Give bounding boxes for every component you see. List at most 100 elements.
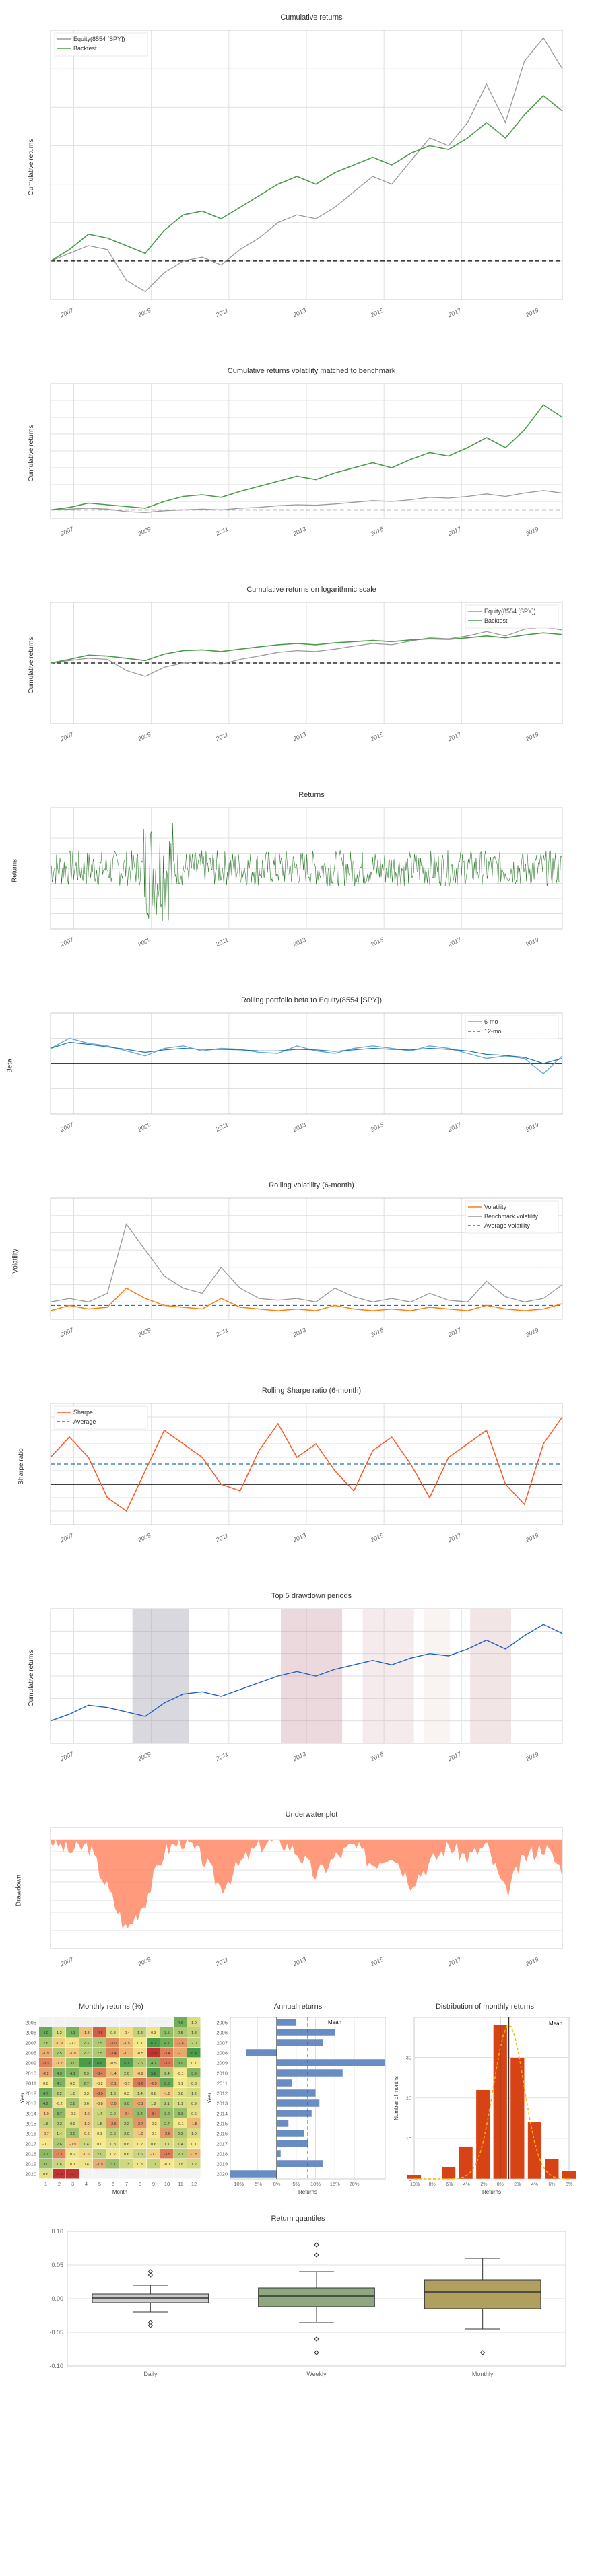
svg-text:2.0: 2.0 xyxy=(191,2042,197,2046)
svg-text:3.3: 3.3 xyxy=(178,2112,183,2116)
svg-text:2007: 2007 xyxy=(59,306,75,318)
svg-text:Equity(8554 [SPY]): Equity(8554 [SPY]) xyxy=(73,36,125,42)
svg-text:6.8: 6.8 xyxy=(97,2062,102,2066)
svg-text:1.8: 1.8 xyxy=(191,2031,197,2035)
svg-text:2007: 2007 xyxy=(59,525,75,537)
svg-text:3.1: 3.1 xyxy=(110,2163,116,2167)
svg-text:4.3: 4.3 xyxy=(70,2031,75,2035)
svg-text:2014: 2014 xyxy=(216,2111,228,2117)
svg-text:2.6: 2.6 xyxy=(137,2062,143,2066)
svg-text:0.0: 0.0 xyxy=(43,2082,48,2086)
svg-text:-10%: -10% xyxy=(409,2182,420,2187)
svg-text:-3.4: -3.4 xyxy=(164,2052,170,2056)
svg-text:2017: 2017 xyxy=(216,2141,228,2147)
svg-text:2019: 2019 xyxy=(216,2161,228,2167)
svg-text:4.2: 4.2 xyxy=(43,2102,48,2106)
svg-text:4.7: 4.7 xyxy=(164,2042,170,2046)
svg-text:-3.3: -3.3 xyxy=(42,2062,48,2066)
svg-text:3: 3 xyxy=(71,2181,74,2187)
svg-text:-0.2: -0.2 xyxy=(69,2042,75,2046)
svg-text:11: 11 xyxy=(178,2181,183,2187)
svg-text:-7.0: -7.0 xyxy=(150,2052,156,2056)
svg-text:2.1: 2.1 xyxy=(178,2153,183,2157)
svg-text:-6.4: -6.4 xyxy=(56,2173,62,2177)
svg-text:-2.6: -2.6 xyxy=(177,2042,183,2046)
svg-text:2015: 2015 xyxy=(369,1121,385,1133)
svg-text:2013: 2013 xyxy=(292,731,307,743)
svg-text:2019: 2019 xyxy=(524,731,539,743)
svg-text:-1.4: -1.4 xyxy=(110,2072,116,2076)
svg-text:2017: 2017 xyxy=(446,1750,463,1762)
svg-text:1.4: 1.4 xyxy=(57,2132,62,2136)
svg-text:2014: 2014 xyxy=(25,2111,36,2117)
svg-text:2019: 2019 xyxy=(524,1121,539,1134)
svg-text:10%: 10% xyxy=(310,2181,320,2187)
svg-text:Volatility: Volatility xyxy=(484,1204,507,1210)
svg-text:5%: 5% xyxy=(292,2181,300,2187)
svg-text:-0.6: -0.6 xyxy=(83,2132,89,2136)
svg-text:-0.1: -0.1 xyxy=(42,2143,48,2147)
svg-text:-3.0: -3.0 xyxy=(110,2042,116,2046)
svg-text:2017: 2017 xyxy=(446,730,463,742)
svg-text:2%: 2% xyxy=(514,2182,521,2187)
svg-text:0.6: 0.6 xyxy=(151,2143,156,2147)
svg-text:2011: 2011 xyxy=(216,2081,227,2087)
svg-text:1.0: 1.0 xyxy=(191,2021,197,2025)
svg-text:2011: 2011 xyxy=(214,731,230,743)
svg-text:-2.1: -2.1 xyxy=(177,2052,183,2056)
chart-title: Rolling portfolio beta to Equity(8554 [S… xyxy=(47,996,576,1004)
svg-text:Monthly: Monthly xyxy=(472,2371,494,2377)
svg-text:0.6: 0.6 xyxy=(124,2153,129,2157)
svg-text:-0.9: -0.9 xyxy=(69,2143,75,2147)
svg-text:2009: 2009 xyxy=(136,307,152,319)
svg-text:2019: 2019 xyxy=(524,1751,539,1763)
svg-text:0.2: 0.2 xyxy=(110,2153,116,2157)
svg-text:2007: 2007 xyxy=(25,2040,36,2046)
svg-text:0%: 0% xyxy=(497,2182,504,2187)
y-axis-label: Sharpe ratio xyxy=(18,1448,25,1484)
svg-text:3.0: 3.0 xyxy=(124,2102,129,2106)
svg-text:2011: 2011 xyxy=(214,1121,230,1134)
chart-title: Top 5 drawdown periods xyxy=(47,1592,576,1600)
svg-text:2013: 2013 xyxy=(292,1751,307,1763)
svg-text:Year: Year xyxy=(207,2093,213,2104)
svg-text:2019: 2019 xyxy=(524,1956,539,1968)
svg-text:-1.0: -1.0 xyxy=(42,2112,48,2116)
svg-text:-2.1: -2.1 xyxy=(137,2102,143,2106)
svg-text:-1.0: -1.0 xyxy=(69,2052,75,2056)
chart-svg: -1-0.5000.501200720092011201320152017201… xyxy=(47,1010,593,1134)
svg-text:2009: 2009 xyxy=(136,1327,152,1339)
svg-text:2013: 2013 xyxy=(292,1121,307,1134)
svg-text:2012: 2012 xyxy=(25,2091,36,2097)
svg-text:2.0: 2.0 xyxy=(124,2132,129,2136)
svg-text:Weekly: Weekly xyxy=(306,2371,327,2377)
svg-text:-6.7: -6.7 xyxy=(69,2173,75,2177)
svg-text:0.8: 0.8 xyxy=(110,2031,116,2035)
chart-title: Returns xyxy=(47,791,576,799)
legend: Equity(8554 [SPY])Backtest xyxy=(55,33,147,56)
y-axis-label: Cumulative returns xyxy=(28,139,35,195)
svg-text:Average volatility: Average volatility xyxy=(484,1222,530,1229)
svg-text:2013: 2013 xyxy=(292,526,307,538)
svg-text:0.1: 0.1 xyxy=(97,2132,102,2136)
svg-text:2.5: 2.5 xyxy=(178,2031,183,2035)
svg-text:1.8: 1.8 xyxy=(137,2031,143,2035)
svg-text:-0.7: -0.7 xyxy=(42,2132,48,2136)
svg-text:3.7: 3.7 xyxy=(43,2153,48,2157)
svg-text:2.0: 2.0 xyxy=(110,2132,116,2136)
svg-text:0.3: 0.3 xyxy=(124,2092,129,2096)
svg-text:2.4: 2.4 xyxy=(164,2072,170,2076)
svg-text:0.5: 0.5 xyxy=(70,2082,75,2086)
svg-text:2007: 2007 xyxy=(59,936,75,948)
chart-title: Annual returns xyxy=(207,2003,389,2011)
svg-text:4: 4 xyxy=(85,2181,88,2187)
svg-text:-0.9: -0.9 xyxy=(56,2042,62,2046)
svg-text:2005: 2005 xyxy=(25,2020,36,2026)
chart-svg: 0.5011.5022.5033.50420072009201120132015… xyxy=(47,27,593,320)
svg-text:2011: 2011 xyxy=(214,307,230,319)
svg-text:2009: 2009 xyxy=(136,1121,152,1134)
svg-text:0.2: 0.2 xyxy=(70,2153,75,2157)
svg-text:12-mo: 12-mo xyxy=(484,1028,502,1035)
svg-text:-3.7: -3.7 xyxy=(164,2062,170,2066)
svg-text:Sharpe: Sharpe xyxy=(73,1409,93,1416)
